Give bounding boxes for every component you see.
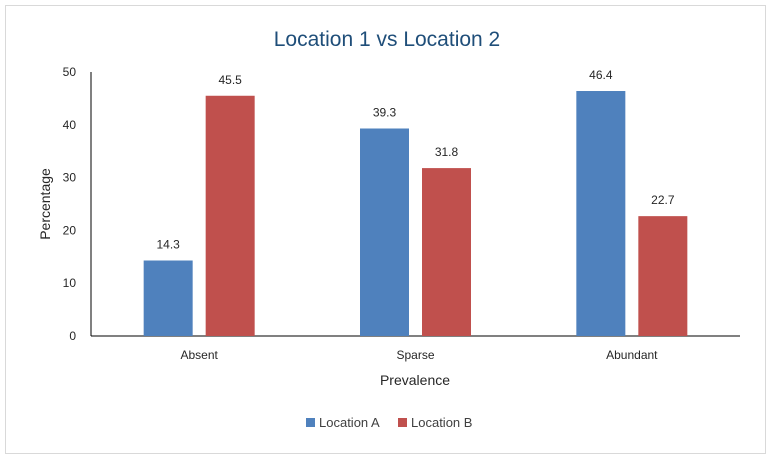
x-tick-label: Abundant xyxy=(606,348,658,362)
y-tick-label: 10 xyxy=(63,276,77,290)
y-tick-label: 40 xyxy=(63,118,77,132)
data-label: 46.4 xyxy=(589,68,613,82)
data-label: 14.3 xyxy=(156,237,180,251)
data-label: 39.3 xyxy=(373,105,397,119)
bars xyxy=(143,91,688,337)
bar-location-a-absent xyxy=(143,260,193,336)
bar-location-a-sparse xyxy=(360,128,409,336)
legend-swatch xyxy=(306,418,315,427)
bar-location-a-abundant xyxy=(576,91,626,337)
y-tick-labels: 0 10 20 30 40 50 xyxy=(63,65,77,343)
y-tick-label: 20 xyxy=(63,223,77,237)
y-tick-label: 0 xyxy=(69,329,76,343)
data-label: 45.5 xyxy=(218,73,242,87)
legend-swatch xyxy=(398,418,407,427)
y-axis-title: Percentage xyxy=(37,168,53,240)
x-tick-label: Absent xyxy=(180,348,218,362)
legend-label: Location B xyxy=(411,415,472,430)
x-tick-labels: Absent Sparse Abundant xyxy=(180,348,658,362)
y-tick-label: 50 xyxy=(63,65,77,79)
bar-location-b-sparse xyxy=(422,168,471,336)
bar-location-b-abundant xyxy=(638,216,688,336)
chart-title: Location 1 vs Location 2 xyxy=(274,28,501,51)
data-label: 22.7 xyxy=(651,193,675,207)
x-tick-label: Sparse xyxy=(396,348,434,362)
data-label: 31.8 xyxy=(435,145,459,159)
data-labels: 14.3 45.5 39.3 31.8 46.4 22.7 xyxy=(156,68,674,251)
x-axis-title: Prevalence xyxy=(380,372,450,388)
legend-label: Location A xyxy=(319,415,380,430)
bar-location-b-absent xyxy=(205,95,255,336)
y-tick-label: 30 xyxy=(63,171,77,185)
legend: Location A Location B xyxy=(306,415,472,430)
